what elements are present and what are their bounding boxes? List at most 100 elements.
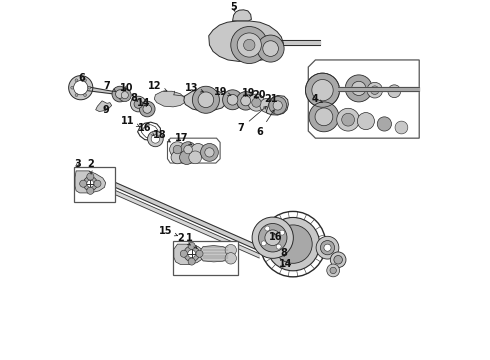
Circle shape	[257, 35, 284, 62]
Circle shape	[357, 113, 374, 130]
Circle shape	[173, 145, 182, 154]
Circle shape	[88, 86, 91, 89]
Circle shape	[200, 144, 219, 161]
Circle shape	[309, 102, 339, 132]
Circle shape	[352, 81, 366, 95]
Circle shape	[367, 82, 383, 98]
Circle shape	[227, 94, 238, 105]
Polygon shape	[174, 244, 204, 264]
Circle shape	[276, 244, 281, 249]
Circle shape	[87, 187, 94, 194]
Circle shape	[265, 230, 281, 246]
Circle shape	[170, 142, 185, 157]
Polygon shape	[74, 167, 115, 202]
Circle shape	[188, 258, 195, 265]
Circle shape	[330, 267, 336, 274]
Circle shape	[84, 79, 86, 82]
Circle shape	[316, 236, 339, 259]
Circle shape	[337, 108, 360, 131]
Circle shape	[345, 75, 372, 102]
Circle shape	[237, 33, 261, 57]
Circle shape	[184, 145, 193, 154]
Polygon shape	[154, 91, 185, 107]
Text: 19: 19	[215, 87, 231, 97]
Circle shape	[263, 41, 278, 57]
Text: 20: 20	[252, 90, 266, 100]
Circle shape	[180, 142, 196, 157]
Circle shape	[252, 98, 261, 107]
Circle shape	[69, 76, 93, 100]
Text: 13: 13	[185, 83, 203, 93]
Circle shape	[330, 252, 346, 267]
Circle shape	[222, 90, 243, 110]
Circle shape	[225, 253, 237, 264]
Polygon shape	[75, 171, 106, 193]
Circle shape	[241, 96, 251, 106]
Circle shape	[196, 250, 203, 257]
Circle shape	[269, 96, 287, 114]
Text: 4: 4	[311, 94, 322, 104]
Circle shape	[248, 94, 265, 111]
Circle shape	[315, 108, 333, 126]
Polygon shape	[173, 241, 238, 275]
Circle shape	[273, 101, 282, 110]
Circle shape	[265, 226, 270, 231]
Circle shape	[261, 241, 266, 246]
Circle shape	[388, 85, 401, 98]
Circle shape	[259, 224, 287, 252]
Circle shape	[112, 86, 128, 102]
Text: 3: 3	[74, 159, 81, 169]
Text: 14: 14	[279, 260, 292, 269]
Circle shape	[334, 256, 343, 264]
Text: 18: 18	[152, 130, 171, 142]
Circle shape	[121, 91, 128, 99]
Circle shape	[87, 173, 94, 180]
Circle shape	[280, 230, 285, 235]
Circle shape	[71, 86, 73, 89]
Circle shape	[267, 217, 319, 271]
Polygon shape	[84, 169, 259, 251]
Text: 1: 1	[186, 233, 196, 248]
Circle shape	[179, 150, 194, 165]
Circle shape	[87, 180, 94, 187]
Circle shape	[188, 242, 195, 249]
Circle shape	[189, 151, 201, 164]
Polygon shape	[233, 10, 251, 21]
Circle shape	[244, 39, 255, 51]
Circle shape	[260, 98, 274, 113]
Circle shape	[84, 94, 86, 96]
Circle shape	[225, 244, 237, 256]
Text: 12: 12	[148, 81, 167, 91]
Text: 9: 9	[102, 105, 109, 116]
Circle shape	[305, 73, 340, 107]
Circle shape	[184, 246, 199, 262]
Circle shape	[130, 96, 146, 112]
Polygon shape	[96, 101, 112, 112]
Circle shape	[147, 131, 163, 147]
Text: 11: 11	[121, 116, 140, 127]
Polygon shape	[267, 95, 289, 115]
Circle shape	[312, 80, 333, 101]
Text: 15: 15	[159, 226, 177, 236]
Circle shape	[377, 117, 392, 131]
Text: 2: 2	[177, 233, 190, 245]
Text: 16: 16	[138, 123, 155, 136]
Text: 7: 7	[238, 107, 267, 133]
Circle shape	[324, 244, 331, 251]
Text: 5: 5	[230, 2, 237, 12]
Text: 8: 8	[131, 93, 138, 103]
Text: 17: 17	[174, 133, 192, 145]
Text: 16: 16	[269, 232, 283, 242]
Circle shape	[116, 90, 124, 98]
Polygon shape	[281, 40, 319, 45]
Polygon shape	[81, 86, 126, 95]
Polygon shape	[168, 138, 220, 163]
Text: 19: 19	[242, 88, 255, 98]
Circle shape	[320, 240, 335, 255]
Circle shape	[74, 81, 88, 95]
Circle shape	[139, 101, 155, 117]
Polygon shape	[338, 87, 419, 91]
Circle shape	[83, 176, 98, 191]
Polygon shape	[184, 89, 226, 111]
Circle shape	[75, 94, 78, 96]
